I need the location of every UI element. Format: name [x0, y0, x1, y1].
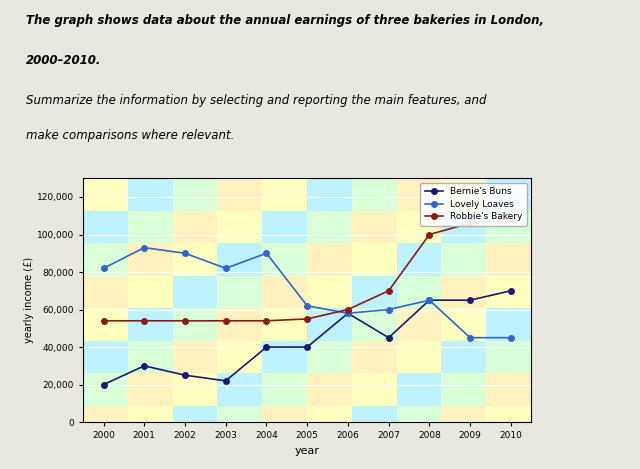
Lovely Loaves	[303, 303, 311, 309]
Lovely Loaves	[100, 265, 108, 271]
Bernie's Buns	[344, 310, 352, 316]
Bernie's Buns	[100, 382, 108, 387]
Y-axis label: yearly income (£): yearly income (£)	[24, 257, 34, 343]
Bernie's Buns	[385, 335, 392, 340]
Bernie's Buns	[222, 378, 230, 384]
Bernie's Buns	[426, 297, 433, 303]
Line: Lovely Loaves: Lovely Loaves	[100, 245, 514, 340]
Robbie's Bakery	[507, 217, 515, 222]
Text: 2000–2010.: 2000–2010.	[26, 54, 101, 67]
Bernie's Buns	[181, 372, 189, 378]
Lovely Loaves	[385, 307, 392, 312]
Lovely Loaves	[222, 265, 230, 271]
Legend: Bernie's Buns, Lovely Loaves, Robbie's Bakery: Bernie's Buns, Lovely Loaves, Robbie's B…	[420, 183, 527, 226]
Lovely Loaves	[344, 310, 352, 316]
Lovely Loaves	[507, 335, 515, 340]
Bernie's Buns	[467, 297, 474, 303]
Text: make comparisons where relevant.: make comparisons where relevant.	[26, 129, 234, 142]
Robbie's Bakery	[344, 307, 352, 312]
Bernie's Buns	[303, 344, 311, 350]
X-axis label: year: year	[294, 446, 320, 456]
Robbie's Bakery	[100, 318, 108, 324]
Line: Robbie's Bakery: Robbie's Bakery	[100, 217, 514, 324]
Lovely Loaves	[262, 250, 270, 256]
Robbie's Bakery	[222, 318, 230, 324]
Lovely Loaves	[140, 245, 148, 250]
Robbie's Bakery	[303, 316, 311, 322]
Text: The graph shows data about the annual earnings of three bakeries in London,: The graph shows data about the annual ea…	[26, 14, 543, 27]
Robbie's Bakery	[426, 232, 433, 237]
Lovely Loaves	[467, 335, 474, 340]
Bernie's Buns	[507, 288, 515, 294]
Bernie's Buns	[140, 363, 148, 369]
Robbie's Bakery	[385, 288, 392, 294]
Robbie's Bakery	[181, 318, 189, 324]
Lovely Loaves	[181, 250, 189, 256]
Robbie's Bakery	[467, 220, 474, 226]
Lovely Loaves	[426, 297, 433, 303]
Line: Bernie's Buns: Bernie's Buns	[100, 288, 514, 387]
Robbie's Bakery	[262, 318, 270, 324]
Bernie's Buns	[262, 344, 270, 350]
Text: Summarize the information by selecting and reporting the main features, and: Summarize the information by selecting a…	[26, 94, 486, 107]
Robbie's Bakery	[140, 318, 148, 324]
